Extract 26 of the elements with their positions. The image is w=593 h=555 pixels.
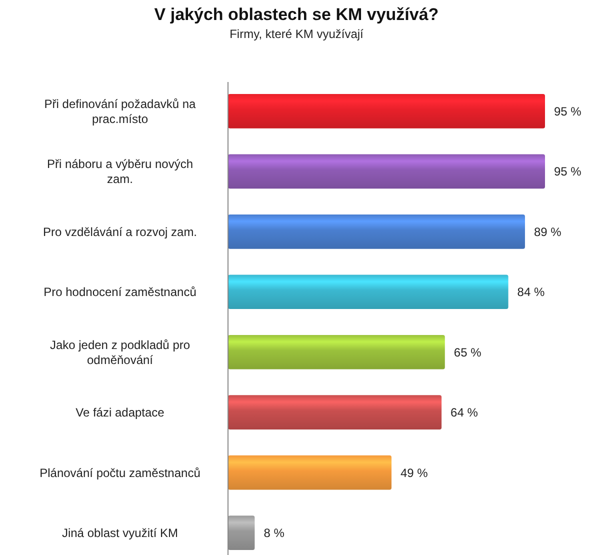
bar (228, 94, 545, 128)
data-label: 95 % (554, 104, 582, 118)
bar (228, 395, 442, 430)
y-tick-label: Při definování požadavků na prac.místo (44, 96, 196, 126)
y-tick-label: Pro hodnocení zaměstnanců (44, 285, 196, 300)
data-label: 65 % (454, 345, 482, 360)
y-tick-label: Pro vzdělávání a rozvoj zam. (42, 224, 198, 239)
data-label: 84 % (517, 285, 545, 300)
chart-title: V jakých oblastech se KM využívá? (154, 5, 439, 24)
bar (228, 516, 255, 550)
data-label: 8 % (264, 526, 285, 540)
y-tick-label: Ve fázi adaptace (76, 406, 165, 420)
bar (228, 455, 392, 490)
chart-subtitle: Firmy, které KM využívají (230, 27, 364, 41)
y-tick-label: Jiná oblast využití KM (62, 526, 178, 540)
data-label: 49 % (400, 466, 428, 480)
y-tick-label: Plánování počtu zaměstnanců (40, 466, 200, 480)
bar (228, 214, 525, 249)
data-label: 95 % (554, 164, 582, 179)
y-tick-label: Jako jeden z podkladů pro odměňování (50, 338, 190, 367)
data-label: 89 % (534, 224, 562, 239)
bar (228, 274, 508, 310)
data-label: 64 % (450, 406, 478, 420)
bar (228, 154, 545, 189)
y-tick-label: Při náboru a výběru nových zam. (46, 157, 194, 186)
bar (228, 334, 445, 370)
